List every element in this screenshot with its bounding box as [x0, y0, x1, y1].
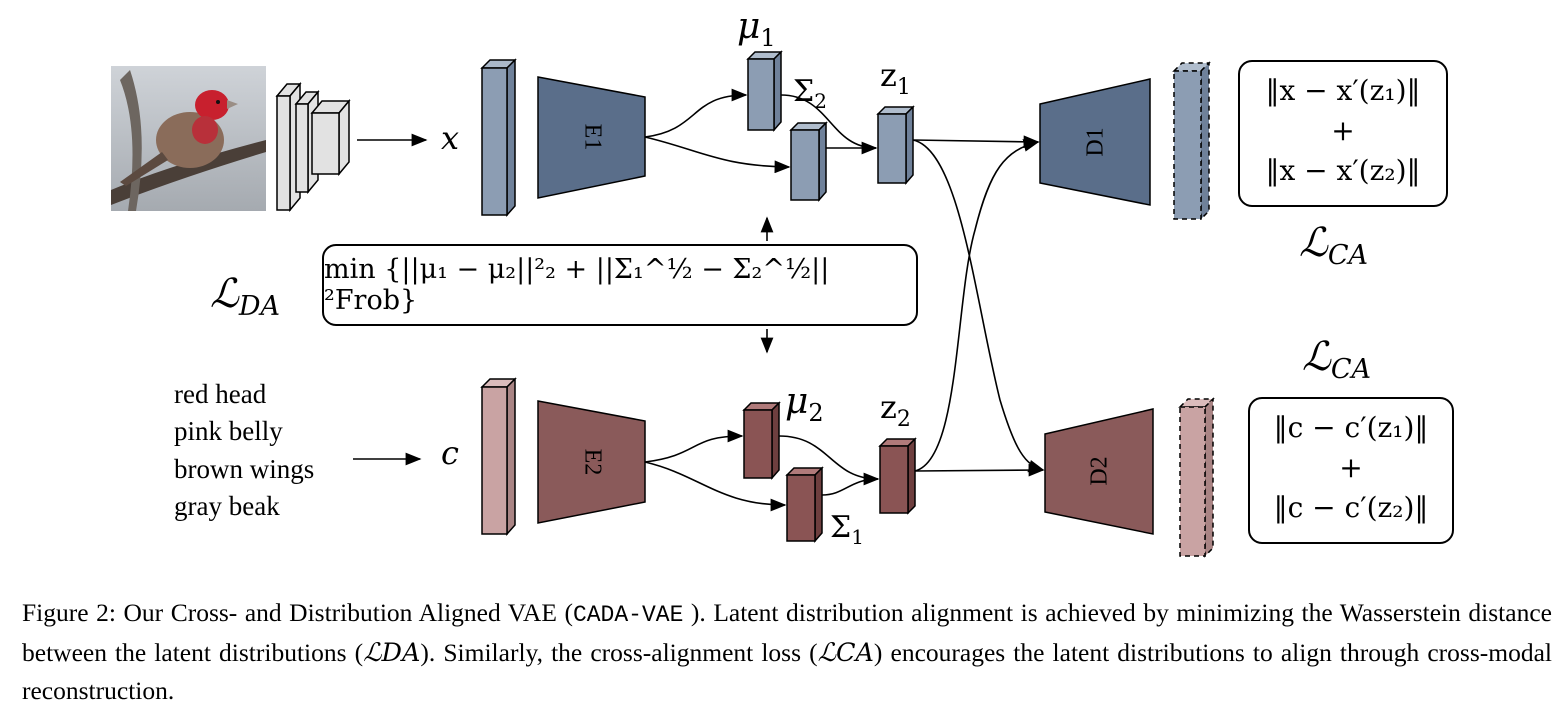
z1-label: z1	[880, 56, 911, 100]
attribute-item: gray beak	[174, 491, 280, 521]
encoder-e2	[537, 400, 646, 524]
cross-alignment-box-top: ‖x − x′(z₁)‖ + ‖x − x′(z₂)‖	[1238, 60, 1448, 207]
e2-label: E2	[579, 449, 605, 476]
c-reconstruction	[1178, 397, 1215, 558]
d1-label: D1	[1083, 127, 1109, 156]
mu1-block	[746, 50, 783, 132]
distribution-alignment-formula: min {||μ₁ − μ₂||²₂ + ||Σ₁^½ − Σ₂^½||²Fro…	[322, 244, 918, 326]
sigma1-block	[785, 466, 824, 543]
figure-caption: Figure 2: Our Cross- and Distribution Al…	[22, 598, 1552, 705]
loss-da-label: ℒDA	[210, 271, 280, 322]
e1-label: E1	[579, 124, 605, 151]
x-reconstruction	[1172, 61, 1211, 221]
ca-top-term-2: ‖x − x′(z₂)‖	[1265, 154, 1421, 187]
ca-bottom-term-1: ‖c − c′(z₁)‖	[1273, 411, 1429, 444]
ca-bottom-plus: +	[1339, 451, 1363, 484]
encoder-e1	[537, 76, 646, 199]
x-label: x	[441, 119, 459, 157]
mu2-label: μ2	[785, 381, 824, 427]
loss-ca-bottom-label: ℒCA	[1302, 334, 1371, 385]
attribute-item: pink belly	[174, 416, 283, 446]
ca-bottom-term-2: ‖c − c′(z₂)‖	[1273, 491, 1429, 524]
sigma1-label: Σ1	[830, 510, 864, 549]
z1-block	[876, 105, 915, 185]
ca-top-plus: +	[1331, 114, 1355, 147]
cross-alignment-box-bottom: ‖c − c′(z₁)‖ + ‖c − c′(z₂)‖	[1248, 397, 1454, 544]
sigma2-label: Σ2	[793, 74, 827, 113]
c-label: c	[441, 434, 459, 472]
ca-top-term-1: ‖x − x′(z₁)‖	[1265, 74, 1421, 107]
attribute-item: red head	[174, 379, 267, 409]
decoder-d2	[1044, 408, 1154, 535]
decoder-d1	[1039, 78, 1151, 206]
conv-feature-stack	[275, 81, 351, 213]
mu2-block	[742, 401, 781, 480]
sigma2-block	[789, 121, 828, 202]
c-input-vector	[480, 377, 517, 536]
caption-code: CADA-VAE	[572, 602, 684, 628]
x-input-vector	[480, 58, 517, 217]
loss-ca-top-label: ℒCA	[1299, 220, 1368, 271]
d2-label: D2	[1087, 456, 1113, 485]
z2-block	[878, 437, 917, 515]
cada-vae-diagram: E1 E2 D1 D2 x c μ1 Σ2 z1 μ2 Σ1 z2 ℒDA ℒC…	[111, 6, 1371, 558]
mu1-label: μ1	[737, 6, 776, 52]
z2-label: z2	[880, 388, 911, 432]
bird-image	[111, 66, 266, 211]
attribute-item: brown wings	[174, 454, 315, 484]
connectors	[644, 88, 1045, 512]
